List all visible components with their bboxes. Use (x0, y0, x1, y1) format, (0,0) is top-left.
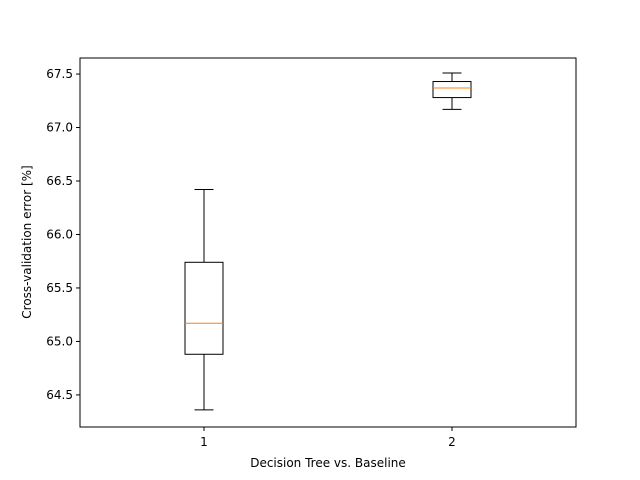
box-2 (432, 72, 472, 110)
y-tick-label: 65.5 (46, 281, 73, 295)
x-tick-label: 2 (448, 435, 456, 449)
y-tick-label: 65.0 (46, 334, 73, 348)
y-axis-label: Cross-validation error [%] (20, 165, 34, 318)
y-tick-label: 66.5 (46, 174, 73, 188)
x-axis-label: Decision Tree vs. Baseline (250, 456, 406, 470)
plot-area (79, 57, 577, 428)
y-tick-label: 66.0 (46, 227, 73, 241)
y-axis: 64.5 65.0 65.5 66.0 66.5 67.0 67.5 (46, 67, 80, 402)
y-tick-label: 64.5 (46, 388, 73, 402)
x-tick-label: 1 (200, 435, 208, 449)
y-tick-label: 67.5 (46, 67, 73, 81)
y-tick-label: 67.0 (46, 121, 73, 135)
boxes (184, 72, 472, 411)
box-body (432, 81, 472, 99)
box-1 (184, 189, 224, 411)
box-body (184, 261, 224, 355)
